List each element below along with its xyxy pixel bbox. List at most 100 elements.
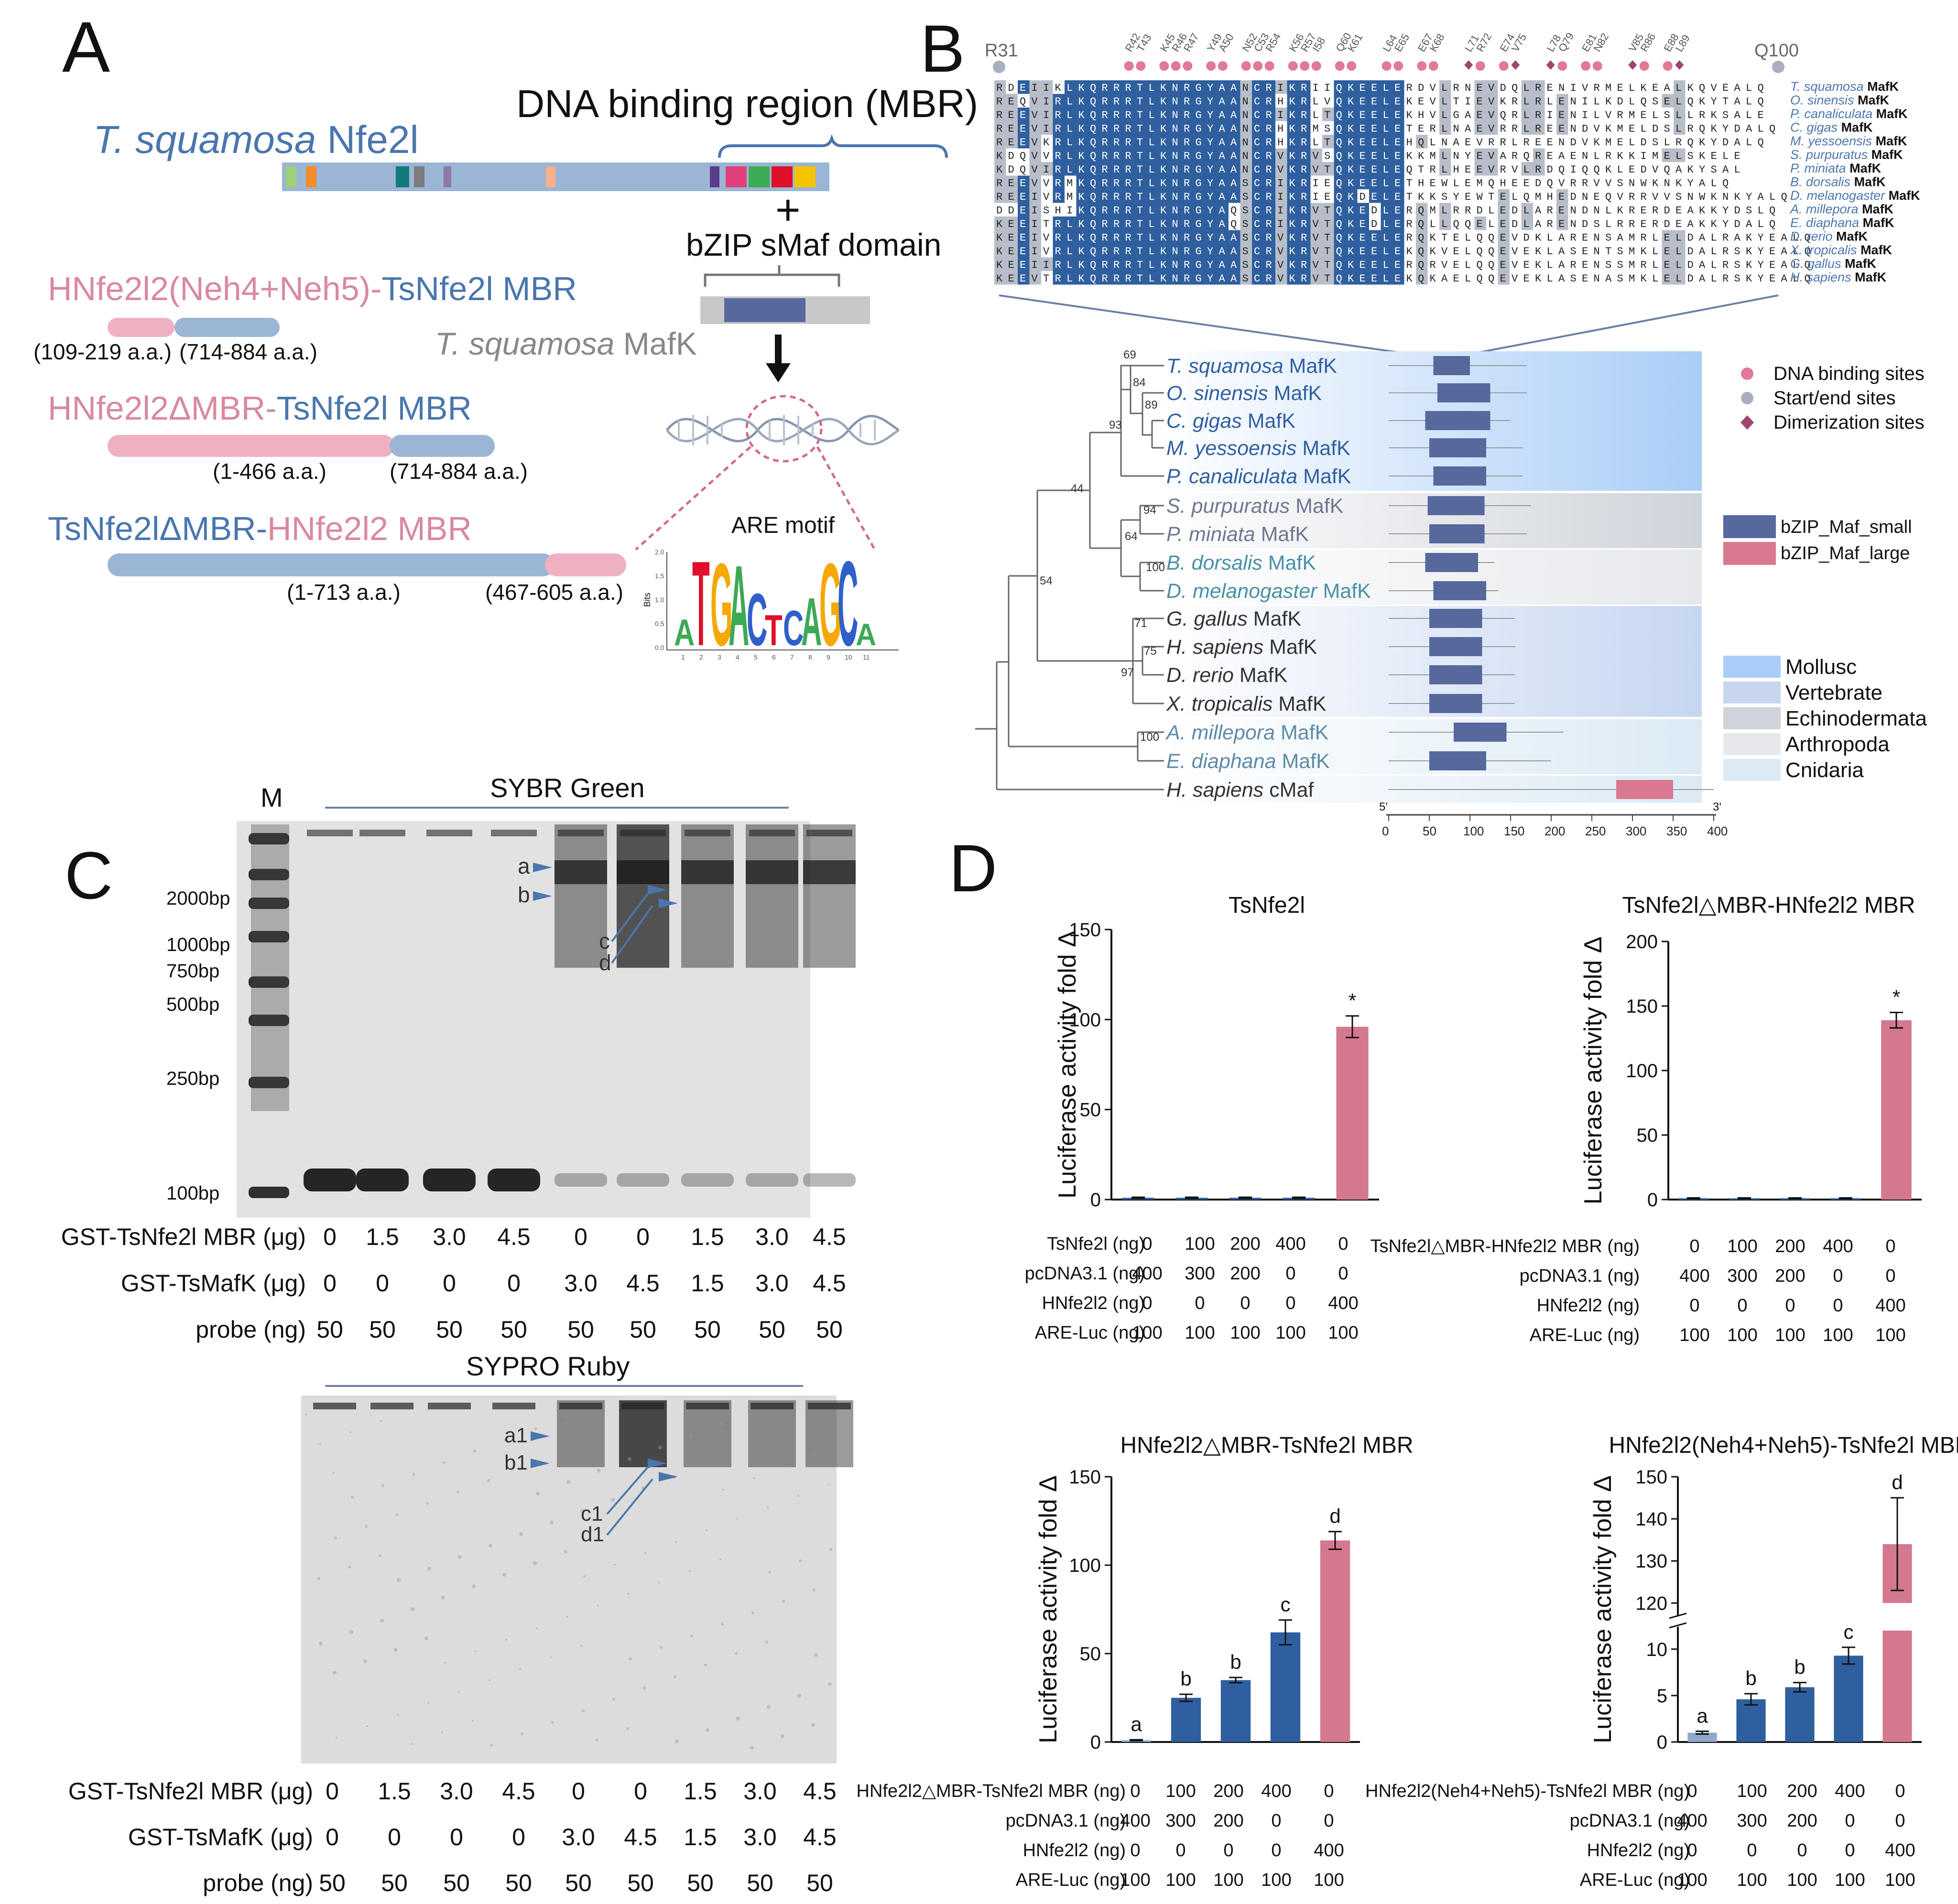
- alignment-residue: K: [1535, 246, 1542, 258]
- band-label: a1: [504, 1424, 528, 1447]
- alignment-residue: K: [1430, 246, 1436, 258]
- alignment-residue: E: [1664, 151, 1670, 162]
- alignment-residue: E: [1008, 246, 1014, 258]
- alignment-residue: E: [1008, 178, 1014, 190]
- motif-xtick: 9: [827, 653, 830, 661]
- alignment-residue: K: [1160, 82, 1167, 94]
- ladder-label: 100bp: [166, 1183, 219, 1204]
- bar: [1881, 1020, 1912, 1200]
- alignment-residue: A: [1734, 232, 1741, 244]
- alignment-residue: Q: [1336, 178, 1342, 190]
- alignment-residue: Q: [1477, 273, 1483, 285]
- alignment-residue: E: [1500, 246, 1506, 258]
- alignment-residue: R: [1301, 205, 1307, 217]
- condition-cell: 100: [1787, 1870, 1817, 1890]
- alignment-residue: K: [1289, 178, 1296, 190]
- alignment-residue: R: [1722, 232, 1729, 244]
- alignment-residue: K: [1078, 82, 1085, 94]
- alignment-residue: R: [1629, 218, 1635, 230]
- y-tick-label: 0: [1657, 1732, 1667, 1753]
- alignment-residue: K: [996, 151, 1003, 162]
- alignment-residue: R: [1430, 164, 1436, 176]
- condition-cell: 0: [1240, 1293, 1250, 1313]
- alignment-residue: N: [1172, 246, 1178, 258]
- alignment-residue: E: [1020, 246, 1026, 258]
- motif-xtick: 6: [772, 653, 776, 661]
- alignment-residue: E: [1008, 218, 1014, 230]
- free-probe-band: [423, 1168, 476, 1191]
- alignment-residue: C: [1254, 82, 1260, 94]
- dna-binding-marker: [1253, 61, 1263, 71]
- significance-label: b: [1230, 1651, 1241, 1673]
- dimerization-marker: [1675, 60, 1684, 70]
- alignment-residue: A: [1687, 205, 1694, 217]
- alignment-residue: V: [1032, 137, 1038, 149]
- alignment-species: C. gigas MafK: [1790, 120, 1873, 135]
- alignment-residue: R: [1570, 260, 1577, 271]
- alignment-residue: N: [1242, 109, 1249, 121]
- alignment-residue: R: [1125, 137, 1131, 149]
- gel-cell: 0: [323, 1223, 337, 1250]
- alignment-residue: A: [1230, 123, 1237, 135]
- svg-text:(109-219 a.a.): (109-219 a.a.): [33, 339, 172, 364]
- alignment-residue: R: [1629, 191, 1635, 203]
- condition-cell: 0: [1689, 1236, 1699, 1256]
- alignment-residue: L: [1149, 191, 1155, 203]
- alignment-residue: Q: [1090, 218, 1096, 230]
- alignment-residue: Q: [1582, 164, 1588, 176]
- alignment-residue: R: [1266, 218, 1272, 230]
- condition-row-label: ARE-Luc (ng): [1016, 1870, 1126, 1890]
- alignment-residue: R: [1512, 123, 1518, 135]
- dna-binding-marker: [1417, 61, 1427, 71]
- alignment-residue: V: [1711, 82, 1718, 94]
- alignment-residue: R: [1512, 151, 1518, 162]
- alignment-residue: D: [1418, 82, 1424, 94]
- alignment-residue: Y: [1722, 218, 1729, 230]
- alignment-residue: I: [1570, 164, 1577, 176]
- alignment-residue: K: [1348, 232, 1354, 244]
- condition-cell: 400: [1261, 1781, 1291, 1801]
- alignment-residue: N: [1172, 205, 1178, 217]
- alignment-residue: Q: [1336, 109, 1342, 121]
- alignment-residue: K: [1348, 109, 1354, 121]
- end-marker: [1772, 61, 1784, 73]
- alignment-residue: K: [1699, 151, 1706, 162]
- alignment-residue: E: [1675, 205, 1682, 217]
- alignment-residue: E: [1734, 151, 1740, 162]
- condition-cell: 100: [1775, 1325, 1805, 1345]
- alignment-residue: Q: [1758, 137, 1764, 149]
- alignment-residue: N: [1242, 137, 1249, 149]
- alignment-residue: W: [1641, 178, 1647, 190]
- alignment-species: M. yessoensis MafK: [1790, 134, 1907, 148]
- panel-b-letter: B: [920, 11, 965, 86]
- alignment-residue: D: [1512, 218, 1518, 230]
- alignment-residue: N: [1172, 123, 1178, 135]
- alignment-residue: K: [1055, 82, 1062, 94]
- dna-binding-marker: [1171, 61, 1181, 71]
- alignment-residue: L: [1664, 137, 1670, 149]
- alignment-residue: A: [1230, 260, 1237, 271]
- condition-cell: 0: [1689, 1296, 1699, 1316]
- dna-binding-marker: [1311, 61, 1321, 71]
- motif-ytick: 1.5: [655, 572, 664, 580]
- alignment-residue: I: [1043, 109, 1049, 121]
- y-tick-label: 50: [1637, 1125, 1658, 1146]
- alignment-residue: L: [1383, 273, 1389, 285]
- alignment-residue: R: [1125, 205, 1131, 217]
- alignment-residue: T: [1137, 82, 1143, 94]
- alignment-residue: E: [1371, 191, 1377, 203]
- alignment-residue: K: [1289, 232, 1296, 244]
- alignment-residue: L: [1758, 205, 1764, 217]
- gel-cell: 1.5: [366, 1223, 399, 1250]
- gel-cell: 1.5: [684, 1824, 717, 1850]
- alignment-residue: Y: [1207, 151, 1213, 162]
- bzip-small-domain: [1429, 438, 1486, 457]
- shifted-complex-band: [746, 860, 798, 884]
- condition-cell: 0: [1324, 1811, 1334, 1831]
- alignment-residue: R: [1125, 151, 1131, 162]
- alignment-residue: Q: [1336, 82, 1342, 94]
- alignment-residue: D: [1652, 123, 1658, 135]
- free-probe-band: [304, 1168, 356, 1191]
- alignment-residue: T: [1324, 205, 1330, 217]
- alignment-residue: L: [1675, 246, 1682, 258]
